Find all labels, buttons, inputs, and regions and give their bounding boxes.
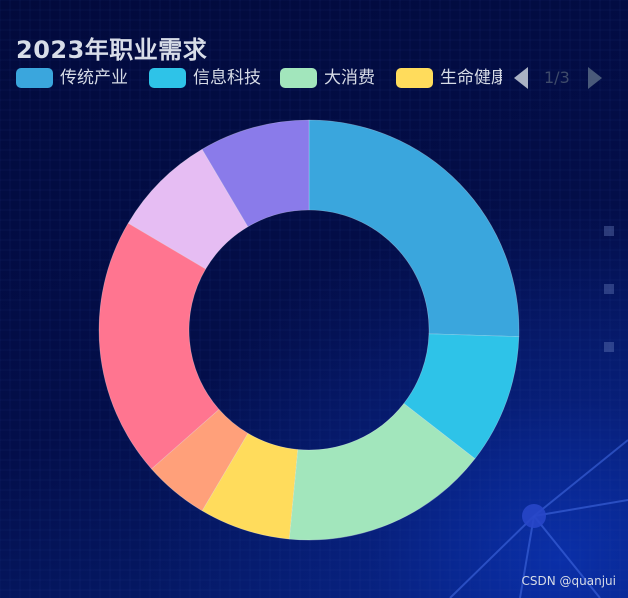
legend-swatch (396, 68, 433, 88)
donut-slice[interactable] (98, 222, 220, 470)
donut-slice[interactable] (201, 119, 310, 228)
donut-slice[interactable] (288, 403, 476, 541)
legend-label: 生命健康 (440, 68, 502, 88)
donut-slice[interactable] (201, 432, 299, 540)
chart-title: 2023年职业需求 (16, 36, 208, 64)
legend-swatch (280, 68, 317, 88)
legend-swatch (16, 68, 53, 88)
legend-page-indicator: 1/3 (544, 68, 570, 87)
legend-label: 传统产业 (60, 68, 128, 88)
legend: 传统产业 信息科技 大消费 生命健康 (16, 64, 502, 92)
legend-pager: 1/3 (514, 66, 604, 92)
legend-label: 信息科技 (193, 68, 261, 88)
watermark: CSDN @quanjui (521, 574, 616, 588)
donut-slice[interactable] (403, 333, 520, 460)
legend-next-page-button[interactable] (588, 67, 602, 89)
donut-slice[interactable] (127, 148, 249, 270)
legend-swatch (149, 68, 186, 88)
legend-prev-page-button[interactable] (514, 67, 528, 89)
legend-label: 大消费 (324, 68, 375, 88)
donut-slice[interactable] (308, 119, 520, 337)
